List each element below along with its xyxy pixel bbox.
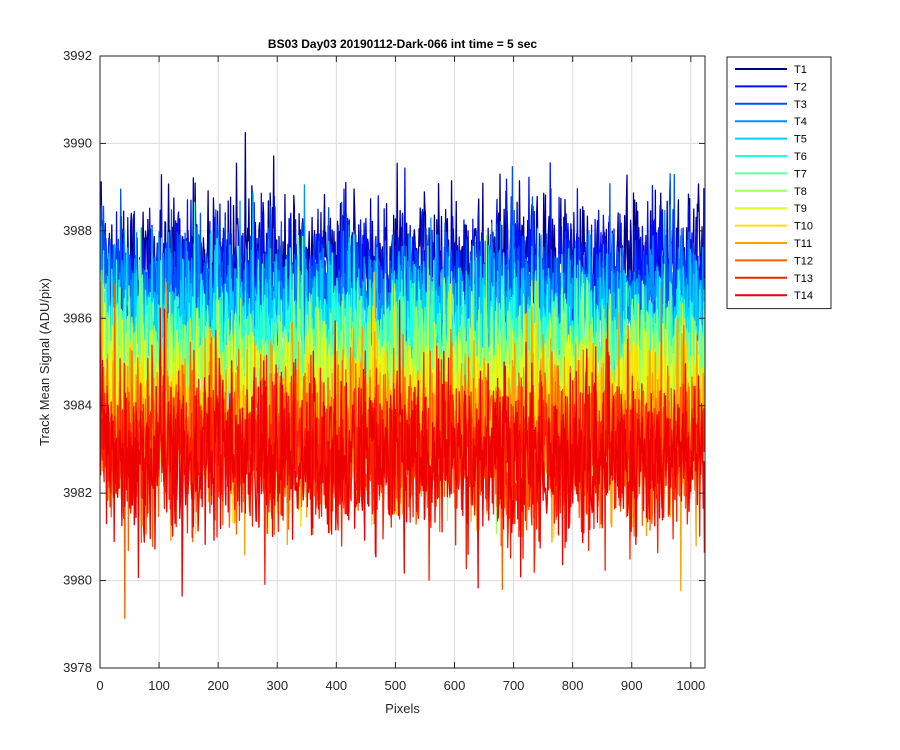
legend-label: T9 [794,203,807,215]
x-tick-label: 900 [621,678,643,693]
legend-label: T13 [794,273,813,285]
legend-item-t13[interactable]: T13 [735,273,813,285]
y-tick-label: 3978 [63,660,92,675]
y-tick-label: 3990 [63,135,92,150]
x-tick-label: 300 [266,678,288,693]
series-group [100,131,705,620]
legend-item-t5[interactable]: T5 [735,134,807,146]
x-tick-label: 0 [96,678,103,693]
x-tick-label: 1000 [676,678,705,693]
x-tick-label: 600 [444,678,466,693]
legend-label: T11 [794,238,812,250]
legend-label: T12 [794,255,813,267]
legend[interactable]: T1 T2 T3 T4 T5 T6 T7 T8 T9 T10 T11 T12 T13 T14 [726,56,832,310]
legend-item-t8[interactable]: T8 [735,186,807,198]
legend-item-t9[interactable]: T9 [735,203,807,215]
legend-label: T5 [794,134,807,146]
series-line-t14 [100,281,705,597]
x-tick-label: 800 [562,678,584,693]
legend-label: T7 [794,168,807,180]
legend-label: T4 [794,116,807,128]
y-axis-label: Track Mean Signal (ADU/pix) [37,278,52,446]
legend-item-t12[interactable]: T12 [735,255,813,267]
legend-label: T3 [794,99,807,111]
y-tick-label: 3986 [63,310,92,325]
y-tick-label: 3980 [63,573,92,588]
x-tick-label: 700 [503,678,525,693]
axis-ticks: 0 100 200 300 400 500 600 700 800 900 1000 3978 3980… [63,48,705,693]
chart-title: BS03 Day03 20190112-Dark-066 int time = … [268,37,538,51]
x-tick-label: 400 [325,678,347,693]
legend-item-t7[interactable]: T7 [735,168,807,180]
legend-box [726,56,832,310]
legend-item-t2[interactable]: T2 [735,81,807,93]
legend-label: T2 [794,81,807,93]
y-tick-label: 3982 [63,485,92,500]
legend-label: T8 [794,186,807,198]
legend-label: T10 [794,221,813,233]
legend-label: T6 [794,151,807,163]
plot-border [99,55,706,669]
legend-item-t3[interactable]: T3 [735,99,807,111]
legend-item-t6[interactable]: T6 [735,151,807,163]
x-tick-label: 500 [385,678,407,693]
legend-item-t14[interactable]: T14 [735,290,813,302]
x-tick-label: 200 [207,678,229,693]
legend-item-t1[interactable]: T1 [735,64,807,76]
legend-item-t4[interactable]: T4 [735,116,807,128]
legend-label: T14 [794,290,813,302]
y-tick-label: 3992 [63,48,92,63]
legend-item-t10[interactable]: T10 [735,221,813,233]
y-tick-label: 3984 [63,398,92,413]
legend-label: T1 [794,64,807,76]
y-tick-label: 3988 [63,223,92,238]
x-tick-label: 100 [148,678,170,693]
legend-item-t11[interactable]: T11 [735,238,812,250]
x-axis-label: Pixels [385,701,420,716]
